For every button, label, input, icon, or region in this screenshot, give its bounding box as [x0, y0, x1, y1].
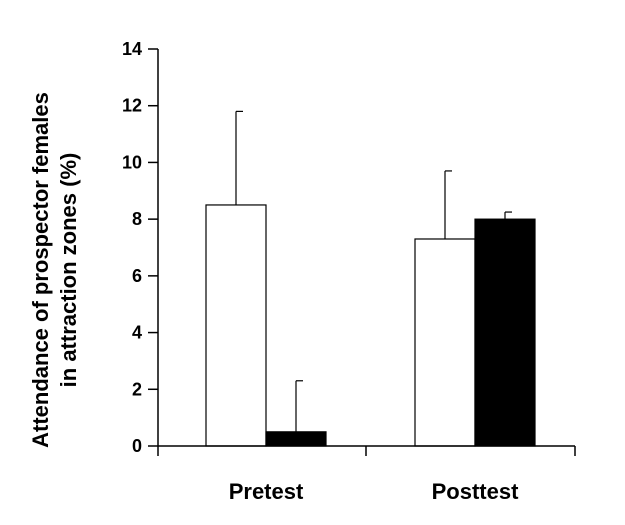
bar-posttest-series-2 — [474, 218, 536, 447]
y-tick-label-6: 6 — [132, 266, 142, 286]
bar-posttest-series-1 — [414, 238, 476, 447]
y-axis-title-line-2: in attraction zones (%) — [56, 153, 81, 388]
x-category-label-pretest: Pretest — [229, 479, 304, 504]
y-ticks-layer: 0 2 4 6 8 10 12 14 — [122, 39, 158, 456]
y-tick-label-8: 8 — [132, 209, 142, 229]
y-tick-label-2: 2 — [132, 379, 142, 399]
y-tick-label-4: 4 — [132, 323, 142, 343]
y-tick-label-0: 0 — [132, 436, 142, 456]
y-axis-title-line-1: Attendance of prospector females — [28, 92, 53, 448]
bars-layer — [205, 204, 536, 447]
y-axis-title: Attendance of prospector females in attr… — [28, 92, 81, 448]
x-category-label-posttest: Posttest — [432, 479, 519, 504]
error-bars-layer — [235, 110, 512, 432]
bar-pretest-series-1 — [205, 204, 267, 447]
y-tick-label-14: 14 — [122, 39, 142, 59]
x-labels-layer: Pretest Posttest — [229, 479, 519, 504]
y-tick-label-12: 12 — [122, 96, 142, 116]
bar-pretest-series-2 — [265, 431, 327, 447]
axes-layer — [157, 49, 576, 456]
y-tick-label-10: 10 — [122, 152, 142, 172]
